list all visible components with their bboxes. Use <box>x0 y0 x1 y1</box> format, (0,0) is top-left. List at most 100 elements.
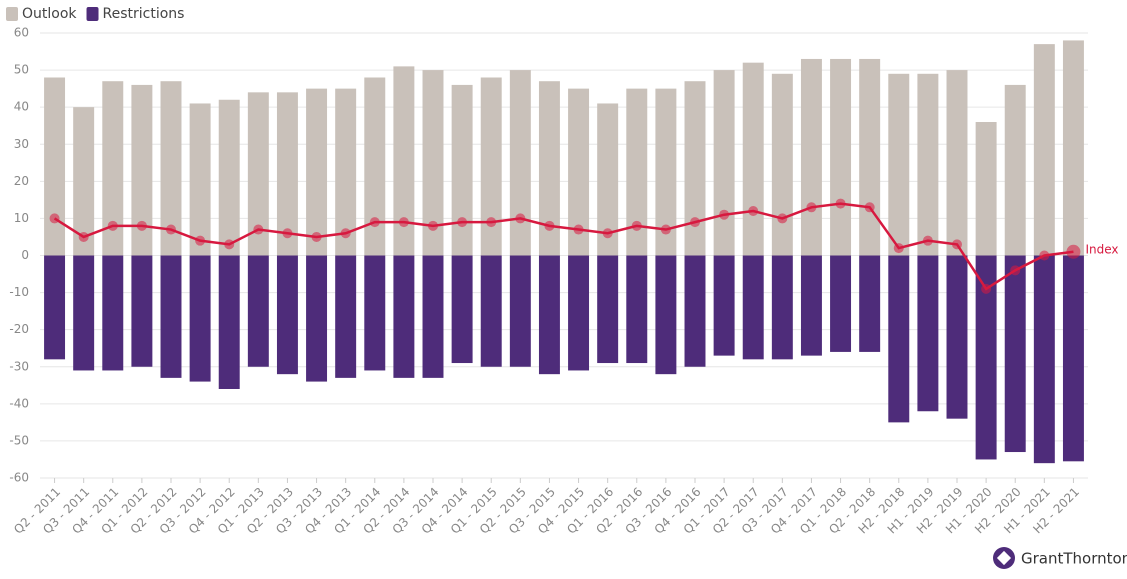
y-tick-label: 50 <box>14 63 29 77</box>
point <box>428 220 438 231</box>
bar <box>655 88 677 256</box>
point <box>660 224 671 235</box>
bar <box>975 255 997 460</box>
bar <box>480 77 502 256</box>
bar <box>422 255 444 378</box>
bar <box>480 255 502 367</box>
point <box>981 283 992 294</box>
bar <box>451 84 473 256</box>
bar <box>509 255 531 367</box>
bar <box>568 255 590 371</box>
legend-label: Restrictions <box>103 6 185 22</box>
bar <box>247 92 269 256</box>
logo-icon-inner <box>996 550 1012 566</box>
bar <box>713 70 735 256</box>
point <box>835 198 846 209</box>
point <box>1010 265 1021 276</box>
point <box>224 239 235 250</box>
point <box>107 220 118 231</box>
bar <box>946 255 968 419</box>
point <box>486 217 497 228</box>
bar <box>189 103 211 256</box>
bar <box>800 255 822 356</box>
bar <box>597 255 619 364</box>
point <box>1066 244 1081 259</box>
bar <box>888 255 910 423</box>
y-tick-label: 10 <box>14 211 29 225</box>
series-label: Index <box>1085 242 1118 256</box>
point <box>748 206 759 216</box>
y-tick-label: 20 <box>14 174 29 188</box>
bar <box>189 255 211 382</box>
bar <box>917 255 939 412</box>
bar <box>218 255 240 389</box>
bar <box>568 88 590 256</box>
bar <box>946 70 968 256</box>
bar <box>684 81 706 256</box>
point <box>922 235 933 246</box>
legend: Outlook Restrictions <box>6 6 184 22</box>
logo-text: GrantThornton <box>1021 550 1127 568</box>
point <box>573 224 584 235</box>
point <box>864 202 875 213</box>
bar <box>538 255 560 375</box>
y-tick-label: -20 <box>9 322 29 336</box>
point <box>1039 250 1050 261</box>
bar <box>451 255 473 364</box>
bar <box>626 88 648 256</box>
point <box>952 239 962 250</box>
legend-swatch <box>86 7 99 21</box>
bar <box>247 255 269 367</box>
bar <box>306 88 328 256</box>
bar <box>888 73 910 256</box>
point <box>340 228 351 239</box>
y-tick-label: -30 <box>9 359 29 373</box>
bar <box>1033 44 1055 256</box>
bar <box>859 255 881 352</box>
point <box>602 228 613 239</box>
point <box>311 231 322 242</box>
bar <box>626 255 648 364</box>
bar <box>509 70 531 256</box>
bar <box>44 77 66 256</box>
bar <box>276 92 298 256</box>
legend-label: Outlook <box>22 6 77 22</box>
bar <box>830 255 852 352</box>
point <box>398 217 409 228</box>
bar <box>713 255 735 356</box>
point <box>369 217 380 228</box>
point <box>544 220 555 231</box>
bar <box>538 81 560 256</box>
bar <box>1004 255 1026 453</box>
bar <box>335 255 357 378</box>
bar <box>1033 255 1055 464</box>
bar <box>655 255 677 375</box>
point <box>690 217 700 228</box>
bar <box>597 103 619 256</box>
bar <box>859 58 881 256</box>
point <box>253 224 264 235</box>
point <box>806 202 817 213</box>
bar <box>218 99 240 256</box>
bar <box>393 255 415 378</box>
point <box>166 224 176 235</box>
y-tick-label: -50 <box>9 433 29 447</box>
y-tick-label: 40 <box>14 100 29 114</box>
bar <box>422 70 444 256</box>
bar <box>393 66 415 256</box>
bar <box>742 62 764 256</box>
y-tick-label: -10 <box>9 285 29 299</box>
bar <box>771 255 793 360</box>
point <box>78 231 89 242</box>
bar <box>1062 40 1084 256</box>
y-tick-label: -60 <box>9 471 29 485</box>
bar <box>684 255 706 367</box>
bar <box>131 255 153 367</box>
bar <box>102 81 124 256</box>
bar <box>73 255 95 371</box>
point <box>136 220 147 231</box>
logo: GrantThornton <box>993 547 1127 569</box>
y-tick-label: -40 <box>9 396 29 410</box>
point <box>282 228 293 239</box>
